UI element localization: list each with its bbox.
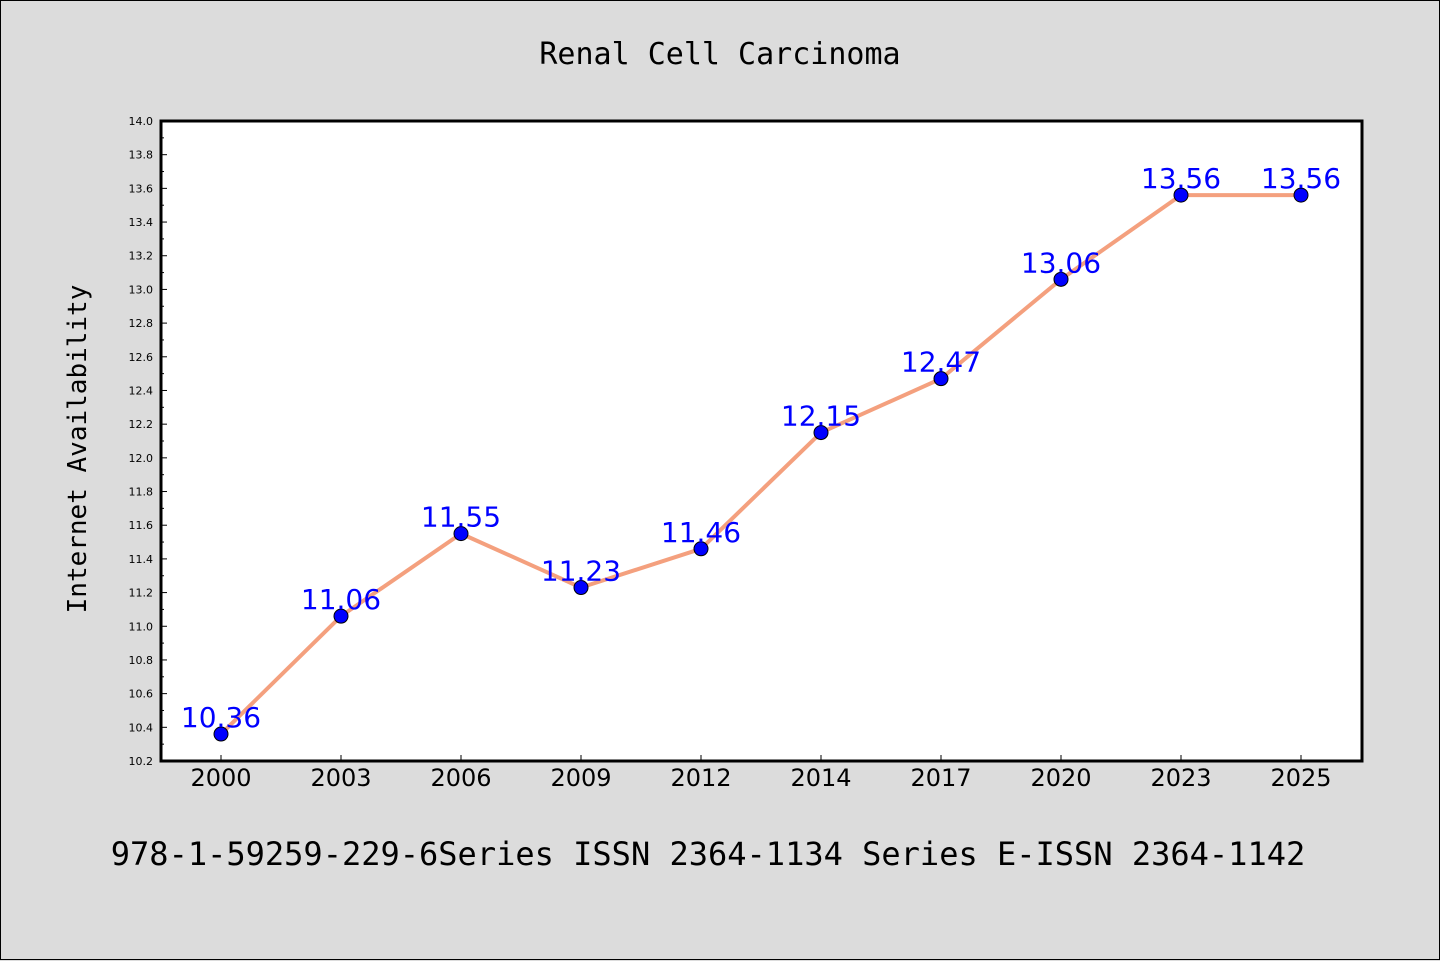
data-point: [693, 541, 709, 557]
y-tick-label: 10.8: [129, 654, 154, 667]
data-point: [1293, 187, 1309, 203]
x-tick-label: 2006: [430, 764, 491, 792]
y-axis-ticks: 10.2 10.4 10.6 10.8 11.0 11.2 11.4 11.6 11.8 12.0…: [129, 115, 167, 768]
data-point: [333, 608, 349, 624]
data-labels: 10.36 11.06 11.55 11.23 11.46 12.15 12.47 13.06…: [181, 162, 1341, 734]
data-label: 12.47: [901, 346, 981, 379]
data-point: [1053, 271, 1069, 287]
x-axis-ticks: 2000 2003 2006 2009 2012 2014 2017 2020 2023 2025: [190, 755, 1332, 792]
data-label: 10.36: [181, 701, 261, 734]
data-label: 13.56: [1261, 162, 1341, 195]
data-label: 12.15: [781, 400, 861, 433]
y-tick-label: 12.6: [129, 351, 154, 364]
y-tick-label: 12.2: [129, 418, 154, 431]
y-tick-label: 11.8: [129, 486, 154, 499]
y-tick-label: 13.6: [129, 182, 154, 195]
y-tick-label: 13.8: [129, 149, 154, 162]
data-point: [813, 425, 829, 441]
y-tick-label: 10.4: [129, 721, 154, 734]
series-line: [219, 193, 1301, 736]
y-tick-label: 11.2: [129, 587, 154, 600]
y-tick-label: 11.0: [129, 620, 154, 633]
y-tick-label: 10.6: [129, 688, 154, 701]
y-tick-label: 11.4: [129, 553, 154, 566]
chart-title: Renal Cell Carcinoma: [539, 37, 900, 72]
x-tick-label: 2025: [1270, 764, 1331, 792]
x-tick-label: 2012: [670, 764, 731, 792]
data-label: 11.46: [661, 516, 741, 549]
x-tick-label: 2017: [910, 764, 971, 792]
y-tick-label: 13.2: [129, 250, 154, 263]
x-tick-label: 2014: [790, 764, 851, 792]
plot-area: [159, 119, 1364, 763]
data-label: 11.06: [301, 583, 381, 616]
series-markers: [213, 187, 1309, 742]
data-label: 11.55: [421, 501, 501, 534]
x-tick-label: 2003: [310, 764, 371, 792]
y-tick-label: 13.0: [129, 283, 154, 296]
data-label: 13.56: [1141, 162, 1221, 195]
series-lines: [219, 193, 1301, 736]
data-point: [1173, 187, 1189, 203]
footer-text: 978-1-59259-229-6Series ISSN 2364-1134 S…: [111, 835, 1305, 873]
y-tick-label: 11.6: [129, 519, 154, 532]
data-label: 11.23: [541, 555, 621, 588]
y-tick-label: 10.2: [129, 755, 154, 768]
data-label: 13.06: [1021, 246, 1101, 279]
y-tick-label: 12.8: [129, 317, 154, 330]
x-tick-label: 2023: [1150, 764, 1211, 792]
data-point: [453, 526, 469, 542]
x-tick-label: 2020: [1030, 764, 1091, 792]
data-point: [213, 726, 229, 742]
data-point: [933, 371, 949, 387]
y-axis-label: Internet Availability: [63, 285, 93, 614]
x-tick-label: 2009: [550, 764, 611, 792]
y-tick-label: 13.4: [129, 216, 154, 229]
data-point: [573, 580, 589, 596]
y-tick-label: 14.0: [129, 115, 154, 128]
y-tick-label: 12.0: [129, 452, 154, 465]
x-tick-label: 2000: [190, 764, 251, 792]
y-tick-label: 12.4: [129, 384, 154, 397]
